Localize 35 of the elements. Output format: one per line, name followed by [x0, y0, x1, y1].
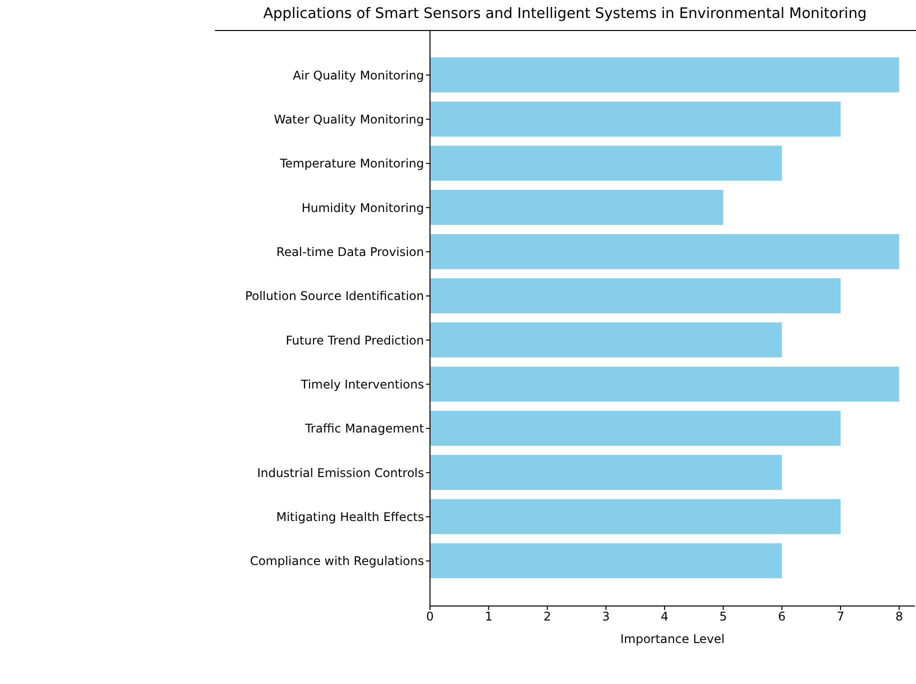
bar — [430, 278, 841, 314]
bar — [430, 102, 841, 137]
y-tick-label: Air Quality Monitoring — [292, 68, 424, 82]
x-tick-label: 0 — [426, 610, 434, 624]
bar — [430, 499, 841, 534]
y-tick-label: Mitigating Health Effects — [276, 510, 424, 524]
y-tick-label: Real-time Data Provision — [276, 245, 424, 260]
y-tick-label: Temperature Monitoring — [279, 156, 424, 171]
bar — [430, 454, 782, 490]
bar — [430, 410, 841, 446]
y-tick-label: Future Trend Prediction — [286, 333, 424, 348]
y-tick-label: Industrial Emission Controls — [257, 466, 424, 480]
x-tick-label: 5 — [719, 610, 728, 624]
x-tick-label: 4 — [660, 610, 668, 624]
bar — [430, 543, 782, 578]
bar — [430, 366, 900, 402]
x-tick-label: 1 — [484, 610, 492, 624]
bar — [430, 57, 900, 92]
x-tick-label: 8 — [895, 610, 903, 624]
y-tick-label: Humidity Monitoring — [302, 200, 424, 215]
bar — [430, 190, 724, 225]
x-tick-label: 6 — [778, 610, 786, 624]
x-tick-label: 2 — [543, 610, 552, 624]
y-tick-label: Pollution Source Identification — [245, 289, 424, 304]
y-tick-label: Traffic Management — [304, 422, 424, 436]
bar — [430, 234, 900, 270]
y-tick-label: Water Quality Monitoring — [274, 112, 424, 127]
bar — [430, 322, 782, 358]
chart-title: Applications of Smart Sensors and Intelligent Systems in Environmental Monitoring — [262, 6, 868, 22]
x-tick-label: 3 — [602, 610, 610, 624]
x-tick-label: 7 — [836, 610, 844, 624]
y-tick-label: Timely Interventions — [300, 378, 424, 392]
bar — [430, 146, 782, 181]
x-axis-title: Importance Level — [620, 632, 725, 646]
y-tick-label: Compliance with Regulations — [250, 554, 424, 568]
